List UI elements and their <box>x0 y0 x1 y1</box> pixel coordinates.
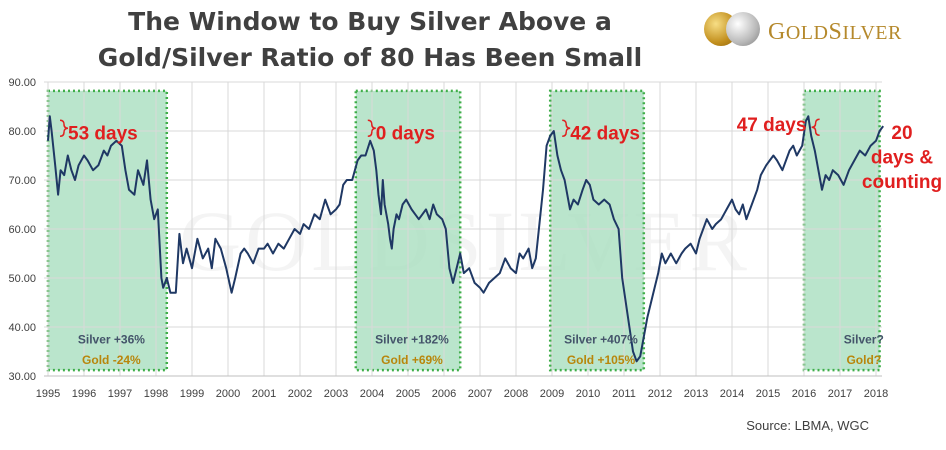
window-days-label-2: 0 days <box>376 123 435 144</box>
x-tick-label: 2009 <box>540 388 564 400</box>
counting-label-line-3: counting <box>862 172 942 193</box>
x-tick-label: 2004 <box>360 388 384 400</box>
silver-coin-icon <box>726 12 760 46</box>
y-tick-label: 60.00 <box>8 224 36 236</box>
x-tick-label: 2015 <box>756 388 780 400</box>
x-tick-label: 2008 <box>504 388 528 400</box>
title-line-2: Gold/Silver Ratio of 80 Has Been Small <box>97 43 643 72</box>
annotation-label-1: 47 days <box>737 115 807 136</box>
x-tick-label: 2011 <box>612 388 636 400</box>
silver-return-label-2: Silver +182% <box>375 333 449 347</box>
y-tick-label: 40.00 <box>8 322 36 334</box>
x-tick-label: 2003 <box>324 388 348 400</box>
silver-return-label-4: Silver? <box>844 333 884 347</box>
logo-text: GOLDSILVER <box>768 19 902 45</box>
goldsilver-logo: GOLDSILVER <box>702 10 902 50</box>
y-tick-label: 30.00 <box>8 371 36 383</box>
window-box-4 <box>802 89 881 372</box>
annotation-bracket-1 <box>811 118 820 136</box>
x-tick-label: 1995 <box>36 388 60 400</box>
y-tick-label: 70.00 <box>8 175 36 187</box>
x-tick-label: 2006 <box>432 388 456 400</box>
gold-return-label-1: Gold -24% <box>82 353 141 367</box>
x-tick-label: 2012 <box>648 388 672 400</box>
x-tick-label: 1997 <box>108 388 132 400</box>
gold-return-label-3: Gold +105% <box>567 353 636 367</box>
x-tick-label: 2017 <box>828 388 852 400</box>
window-days-label-3: 42 days <box>570 123 640 144</box>
y-tick-label: 80.00 <box>8 126 36 138</box>
window-bracket-1 <box>59 119 69 137</box>
source-note: Source: LBMA, WGC <box>746 418 869 433</box>
silver-return-label-3: Silver +407% <box>564 333 638 347</box>
watermark-text: GOLDSILVER <box>179 193 751 289</box>
x-tick-label: 2001 <box>252 388 276 400</box>
title-line-1: The Window to Buy Silver Above a <box>128 7 612 36</box>
x-tick-label: 2014 <box>720 388 744 400</box>
y-tick-label: 90.00 <box>8 77 36 89</box>
gold-return-label-2: Gold +69% <box>381 353 443 367</box>
x-tick-label: 2000 <box>216 388 240 400</box>
counting-label-line-2: days & <box>871 147 934 168</box>
y-tick-label: 50.00 <box>8 273 36 285</box>
x-tick-label: 2016 <box>792 388 816 400</box>
gold-return-label-4: Gold? <box>846 353 881 367</box>
chart-title: The Window to Buy Silver Above a Gold/Si… <box>40 4 700 76</box>
x-tick-label: 2002 <box>288 388 312 400</box>
window-bracket-3 <box>562 119 571 137</box>
x-tick-label: 1999 <box>180 388 204 400</box>
window-days-label-1: 53 days <box>68 123 138 144</box>
x-tick-label: 2018 <box>864 388 888 400</box>
x-tick-label: 2005 <box>396 388 420 400</box>
x-tick-label: 2007 <box>468 388 492 400</box>
window-bracket-2 <box>367 119 376 137</box>
x-tick-label: 2013 <box>684 388 708 400</box>
silver-return-label-1: Silver +36% <box>78 333 145 347</box>
x-tick-label: 1998 <box>144 388 168 400</box>
x-tick-label: 1996 <box>72 388 96 400</box>
counting-label-line-1: 20 <box>891 123 912 144</box>
ratio-series-line <box>47 115 885 363</box>
x-tick-label: 2010 <box>576 388 600 400</box>
